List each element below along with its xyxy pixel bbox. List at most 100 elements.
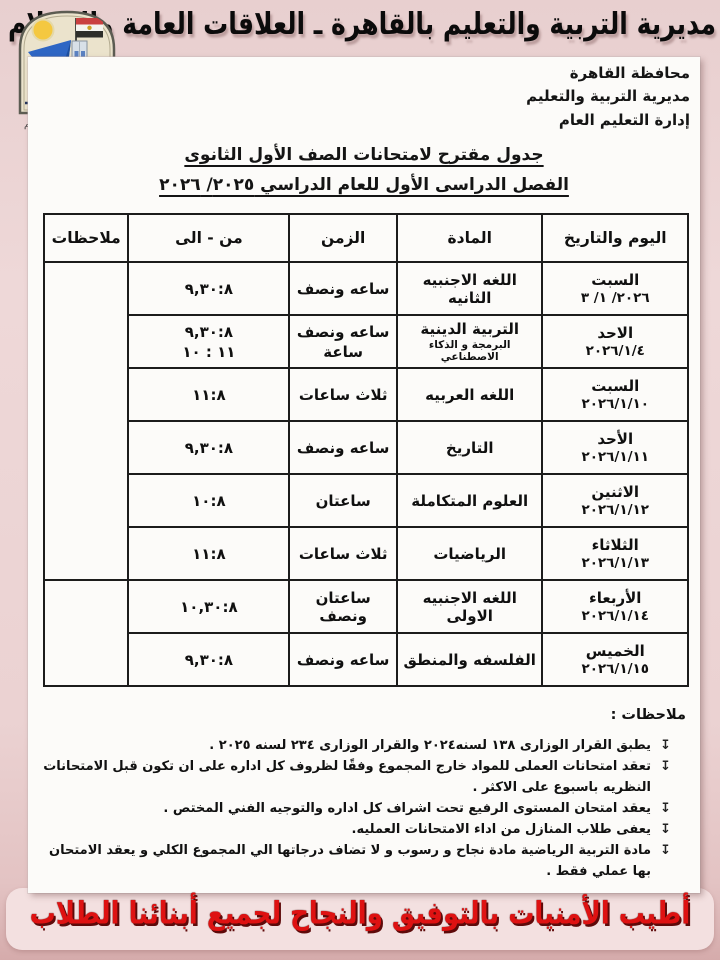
note-text: يطبق القرار الوزارى ١٣٨ لسنه٢٠٢٤ والقرار… (209, 738, 651, 753)
column-header-2: الزمن (288, 213, 398, 263)
date-value: ٢٠٢٦/١/١٥ (581, 661, 649, 677)
notes-label: ملاحظات : (610, 707, 686, 723)
day-label: السبت (591, 377, 640, 395)
date-value: ٢٠٢٦/١/١٢ (581, 502, 649, 518)
subject-cell: اللغه العربيه (395, 367, 544, 422)
date-line: ٢٠٢٦/١/٤ (545, 343, 685, 359)
day-label: الاثنين (591, 483, 640, 501)
day-date-cell: الأحد ٢٠٢٦/١/١١ (541, 420, 689, 475)
day-label: الأربعاء (589, 589, 642, 607)
time-range: ١٠:٨ (192, 491, 226, 510)
duration-value: ساعه ونصف (296, 279, 390, 298)
from-to-cell: ١٠:٨ (127, 473, 291, 528)
from-to-cell: ٩,٣٠:٨ (127, 261, 291, 316)
subject-cell: الفلسفه والمنطق (395, 632, 544, 687)
duration-value: ساعتان (315, 491, 371, 510)
duration-value: ساعه ونصف (296, 650, 390, 669)
note-item: ↧ يطبق القرار الوزارى ١٣٨ لسنه٢٠٢٤ والقرا… (38, 735, 672, 756)
duration-value-2: ساعة (323, 342, 364, 361)
table-row: الأربعاء ٢٠٢٦/١/١٤ اللغه الاجنبيه الاولى سا… (42, 579, 689, 687)
from-to-cell: ٩,٣٠:٨ (127, 420, 291, 475)
day-date-cell: السبت ٢٠٢٦/ ١/ ٣ (541, 261, 689, 316)
time-line-2: ١١ : ١٠ (131, 343, 286, 361)
time-line: ١١:٨ (131, 545, 286, 563)
time-line: ١٠:٨ (131, 492, 286, 510)
duration-cell: ساعه ونصف (288, 420, 398, 475)
subject-subtitle: البرمجة و الذكاء الاصطناعي (428, 339, 511, 363)
time-range: ٩,٣٠:٨ (184, 322, 234, 341)
document-title: جدول مقترح لامتحانات الصف الأول الثانوى … (28, 141, 700, 201)
table-row: الثلاثاء ٢٠٢٦/١/١٣ الرياضيات ثلاث ساعات ١١:٨ (44, 526, 689, 581)
date-line: ٢٠٢٦/١/١٤ (545, 608, 685, 624)
duration-cell: ساعه ونصف (288, 632, 398, 687)
letterhead-directorate: مديرية التربية والتعليم (526, 87, 690, 106)
date-value: ٢٠٢٦/١/٤ (585, 343, 645, 359)
date-line: ٢٠٢٦/١/١٥ (545, 661, 685, 677)
note-text: تعقد امتحانات العملى للمواد خارج المجموع… (43, 759, 651, 796)
subject-name: التاريخ (445, 438, 494, 457)
footer-message: أطيب الأمنيات بالتوفيق والنجاح لجميع أبن… (29, 896, 691, 932)
day-label: الاحد (597, 324, 634, 342)
note-item: ↧ يعفى طلاب المنازل من اداء الامتحانات ال… (38, 819, 672, 840)
note-text: مادة التربية الرياضية مادة نجاح و رسوب و… (49, 843, 651, 880)
date-value: ٢٠٢٦/١/١٠ (581, 396, 649, 412)
table-row: الاثنين ٢٠٢٦/١/١٢ العلوم المتكاملة ساعتان ١٠… (44, 473, 689, 528)
time-line: ١٠,٣٠:٨ (131, 598, 286, 616)
day-label: الأحد (597, 430, 634, 448)
subject-name: العلوم المتكاملة (411, 491, 529, 510)
banner-title: مديرية التربية والتعليم بالقاهرة ـ العلا… (7, 6, 716, 42)
note-item: ↧ مادة التربية الرياضية مادة نجاح و رسوب … (38, 840, 672, 882)
date-value: ٢٠٢٦/١/١٣ (581, 555, 649, 571)
date-value: ٢٠٢٦/١/١٤ (581, 608, 649, 624)
day-date-cell: الثلاثاء ٢٠٢٦/١/١٣ (541, 526, 689, 581)
date-value: ٢٠٢٦/ ١/ ٣ (580, 290, 650, 306)
note-item: ↧ يعقد امتحان المستوى الرفيع تحت اشراف كل… (38, 798, 672, 819)
duration-cell: ساعه ونصف (288, 261, 398, 316)
time-range-2: ١١ : ١٠ (182, 342, 236, 361)
date-line: ٢٠٢٦/١/١١ (545, 449, 685, 465)
duration-cell: ساعه ونصف ساعة (288, 314, 398, 369)
time-line: ٩,٣٠:٨ (131, 439, 286, 457)
remarks-empty-cell (42, 579, 130, 687)
from-to-cell: ١١:٨ (127, 367, 291, 422)
day-label: السبت (591, 271, 640, 289)
date-line: ٢٠٢٦/١/١٢ (545, 502, 685, 518)
duration-cell: ساعتان (288, 473, 398, 528)
duration-cell: ثلاث ساعات (288, 526, 398, 581)
subject-name: اللغه العربيه (425, 385, 515, 404)
exam-schedule-table: اليوم والتاريخ المادة الزمن من - الى ملاحظات… (42, 213, 689, 687)
time-range: ٩,٣٠:٨ (184, 279, 234, 298)
subject-name: الفلسفه والمنطق (403, 650, 536, 669)
day-date-cell: الأربعاء ٢٠٢٦/١/١٤ (541, 579, 689, 634)
subject-cell: العلوم المتكاملة (395, 473, 544, 528)
note-text: يعفى طلاب المنازل من اداء الامتحانات الع… (351, 822, 651, 838)
time-range: ٩,٣٠:٨ (184, 650, 234, 669)
note-item: ↧ تعقد امتحانات العملى للمواد خارج المجمو… (38, 756, 672, 798)
letterhead-governorate: محافظة القاهرة (569, 64, 690, 82)
day-date-cell: الاحد ٢٠٢٦/١/٤ (541, 314, 689, 369)
subject-name: الرياضيات (433, 544, 507, 563)
table-row: الخميس ٢٠٢٦/١/١٥ الفلسفه والمنطق ساعه ونصف ٩… (44, 632, 689, 687)
duration-cell: ثلاث ساعات (288, 367, 398, 422)
day-label: الخميس (585, 642, 645, 660)
subject-cell: اللغه الاجنبيه الثانيه (395, 261, 544, 316)
footer-highlight-band (6, 888, 714, 950)
from-to-cell: ٩,٣٠:٨ (127, 632, 291, 687)
from-to-cell: ١١:٨ (127, 526, 291, 581)
document-paper: محافظة القاهرة مديرية التربية والتعليم إ… (28, 57, 700, 893)
table-row: السبت ٢٠٢٦/١/١٠ اللغه العربيه ثلاث ساعات ١١:… (44, 367, 689, 422)
subject-name: التربية الدينية (420, 320, 520, 338)
date-line: ٢٠٢٦/ ١/ ٣ (545, 290, 685, 306)
table-row: السبت ٢٠٢٦/ ١/ ٣ اللغه الاجنبيه الثانيه ساع… (42, 261, 689, 581)
day-date-cell: الاثنين ٢٠٢٦/١/١٢ (541, 473, 689, 528)
table-row: الأحد ٢٠٢٦/١/١١ التاريخ ساعه ونصف ٩,٣٠:٨ (44, 420, 689, 475)
date-line: ٢٠٢٦/١/١٠ (545, 396, 685, 412)
time-line: ١١:٨ (131, 386, 286, 404)
subject-cell: اللغه الاجنبيه الاولى (395, 579, 544, 634)
subject-cell: الرياضيات (395, 526, 544, 581)
down-arrow-bullet-icon: ↧ (660, 738, 671, 753)
column-header-3: من - الى (127, 213, 291, 263)
letterhead: محافظة القاهرة مديرية التربية والتعليم إ… (526, 62, 690, 132)
remarks-empty-cell (42, 261, 130, 581)
time-range: ١١:٨ (192, 385, 226, 404)
